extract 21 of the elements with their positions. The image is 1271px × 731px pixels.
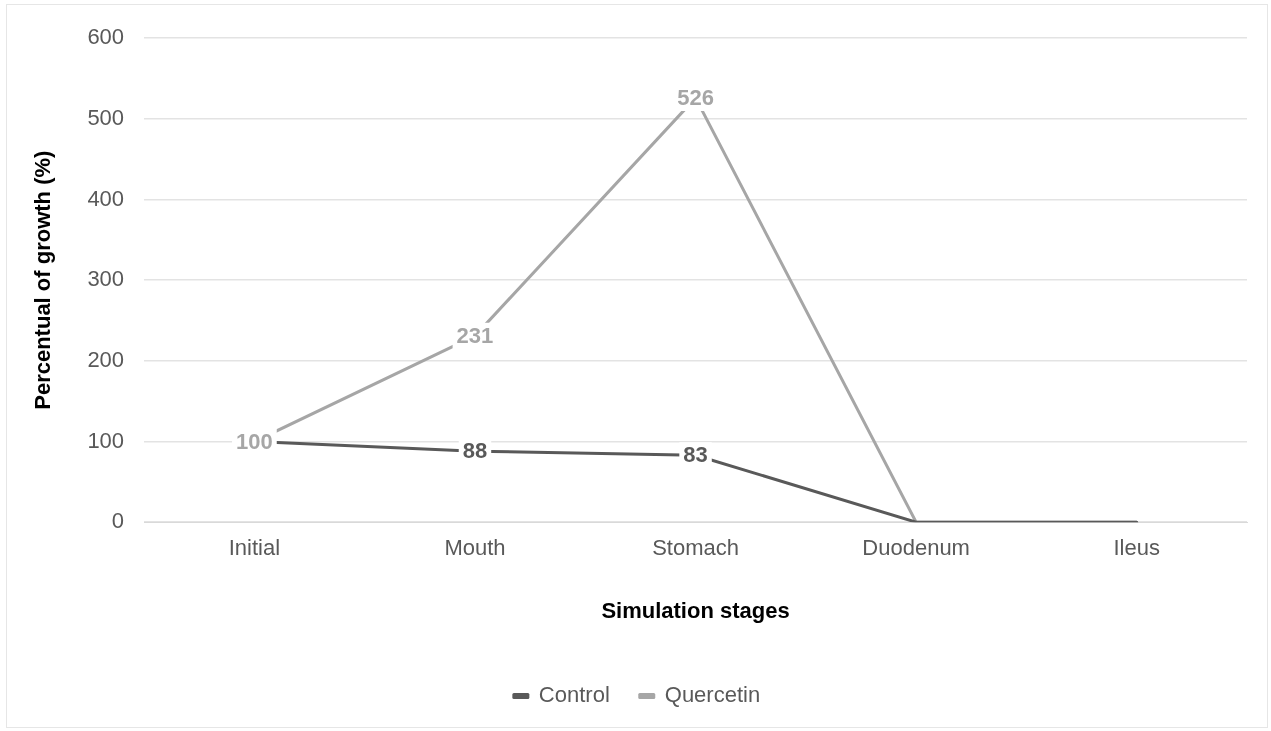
x-tick-label: Ileus [1113, 535, 1160, 561]
data-label: 100 [236, 428, 273, 454]
x-tick-label: Initial [228, 535, 281, 561]
data-label: 88 [462, 438, 488, 464]
x-tick-label: Mouth [444, 535, 506, 561]
y-tick-label: 0 [111, 508, 125, 534]
legend-label: Quercetin [664, 682, 761, 708]
y-tick-label: 400 [87, 185, 125, 211]
data-label: 83 [683, 442, 708, 468]
y-tick-label: 500 [87, 104, 125, 130]
y-tick-label: 100 [87, 427, 125, 453]
x-axis-title: Simulation stages [601, 597, 790, 623]
y-tick-label: 600 [87, 24, 125, 50]
data-label: 231 [456, 322, 494, 348]
x-tick-label: Stomach [652, 535, 739, 561]
legend-label: Control [538, 682, 610, 708]
data-label: 526 [677, 84, 714, 110]
y-tick-label: 200 [87, 346, 125, 372]
x-tick-label: Duodenum [862, 535, 970, 561]
y-axis-title: Percentual of growth (%) [30, 150, 56, 410]
y-tick-label: 300 [87, 266, 125, 292]
